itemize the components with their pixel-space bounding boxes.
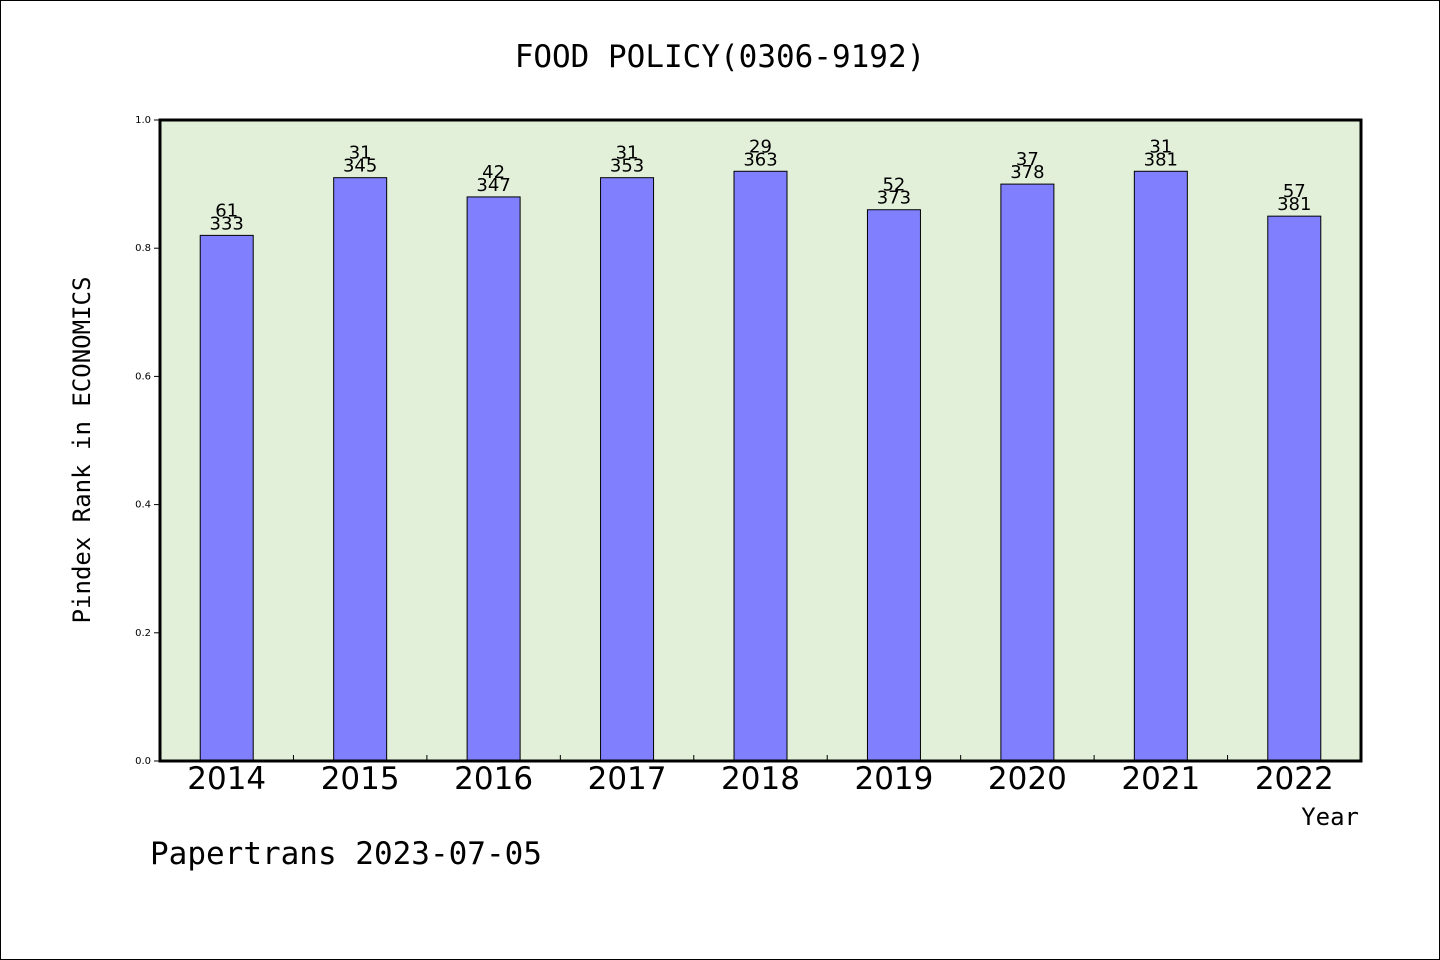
x-tick-label: 2016 <box>454 761 533 797</box>
bar-label-top: 42 <box>482 162 505 183</box>
bar <box>333 177 388 762</box>
credit-text: Papertrans 2023-07-05 <box>150 836 542 872</box>
bar <box>1267 215 1322 762</box>
bar <box>1133 170 1188 762</box>
y-tick-label: 0.4 <box>135 500 151 511</box>
x-tick-label: 2021 <box>1121 761 1200 797</box>
bar-label-bottom: 373 <box>877 188 911 209</box>
x-tick-label: 2015 <box>321 761 400 797</box>
bar-label-top: 29 <box>749 136 772 157</box>
x-tick-label: 2014 <box>187 761 266 797</box>
bar-label-top: 52 <box>882 175 905 196</box>
bar-label-bottom: 363 <box>743 149 777 170</box>
y-axis-ticks: 0.0 0.2 0.4 0.6 0.8 1.0 <box>135 115 160 767</box>
bar-label-bottom: 353 <box>610 156 644 177</box>
bar <box>866 209 921 762</box>
y-tick-label: 0.6 <box>135 371 151 382</box>
x-tick-label: 2022 <box>1255 761 1334 797</box>
bar-label-bottom: 333 <box>210 213 244 234</box>
y-tick-label: 1.0 <box>135 115 151 126</box>
bar-label-bottom: 347 <box>476 175 510 196</box>
bar <box>733 170 788 762</box>
y-axis-label: Pindex Rank in ECONOMICS <box>68 277 96 624</box>
bar-label-top: 31 <box>1149 136 1172 157</box>
chart-title: FOOD POLICY(0306-9192) <box>515 39 926 75</box>
bar-label-bottom: 381 <box>1144 149 1178 170</box>
bar-label-top: 31 <box>616 143 639 164</box>
y-tick-label: 0.2 <box>135 628 151 639</box>
bar-label-bottom: 381 <box>1277 194 1311 215</box>
bar <box>199 234 254 762</box>
plot-border <box>158 118 1363 763</box>
x-tick-label: 2017 <box>588 761 667 797</box>
bar <box>466 196 521 762</box>
bar <box>1000 183 1055 762</box>
x-tick-label: 2019 <box>854 761 933 797</box>
x-tick-label: 2020 <box>988 761 1067 797</box>
bar-label-top: 57 <box>1283 181 1306 202</box>
x-axis-ticks: 2014 2015 2016 2017 2018 2019 2020 2021 2022 <box>187 755 1334 797</box>
bar-label-bottom: 345 <box>343 156 377 177</box>
bar-label-bottom: 378 <box>1010 162 1044 183</box>
bar <box>600 177 655 762</box>
x-tick-label: 2018 <box>721 761 800 797</box>
bar-label-top: 31 <box>349 143 372 164</box>
y-tick-label: 0.0 <box>135 756 151 767</box>
bar-label-top: 61 <box>215 200 238 221</box>
bar-label-top: 37 <box>1016 149 1039 170</box>
x-axis-label: Year <box>1301 803 1359 831</box>
y-tick-label: 0.8 <box>135 243 151 254</box>
